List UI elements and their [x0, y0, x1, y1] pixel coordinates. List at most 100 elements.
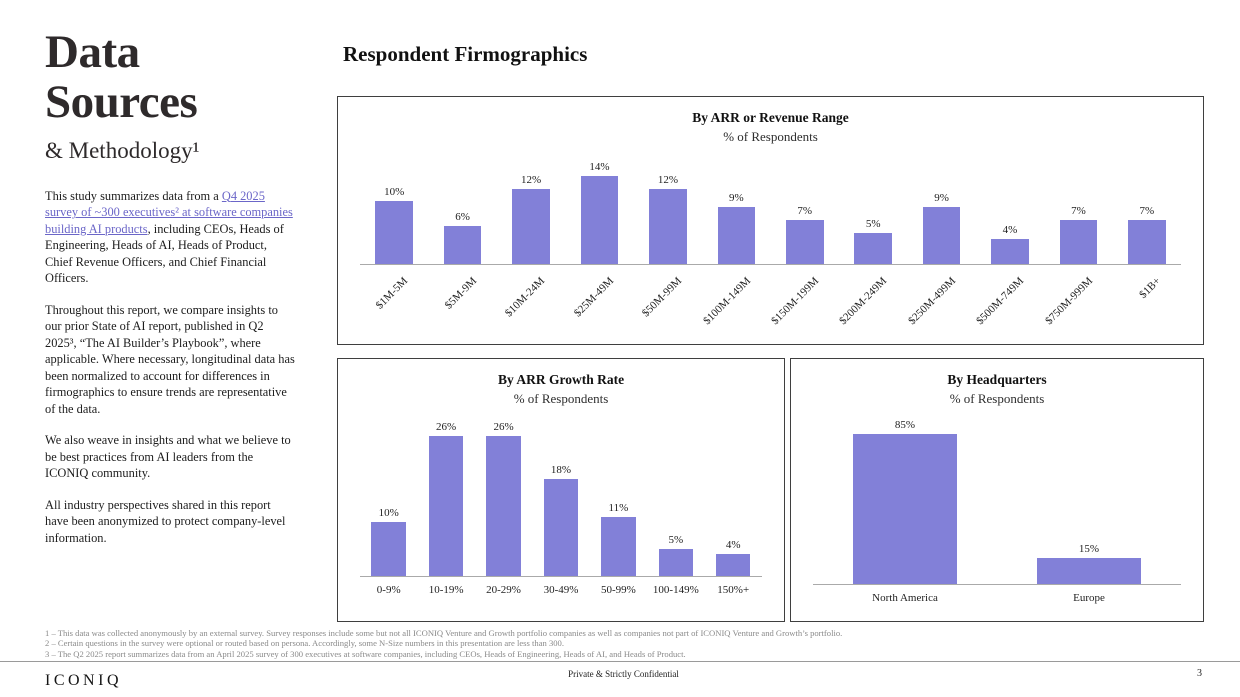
page-number: 3 [1197, 668, 1202, 679]
chart-title: By ARR Growth Rate [497, 372, 625, 387]
bar-value-label: 7% [1139, 205, 1155, 217]
chart-column: 5% [839, 151, 907, 264]
survey-link-text[interactable]: Q4 2025 survey of ~300 executives² at so… [45, 188, 293, 236]
chart-arr-revenue-range: By ARR or Revenue Range % of Respondents… [337, 96, 1204, 345]
chart-column: 7% [771, 151, 839, 264]
sidebar: Data Sources & Methodology¹ This study s… [45, 26, 297, 546]
chart-column: 85% [813, 413, 997, 584]
x-axis-labels: 0-9% 10-19% 20-29% 30-49% 50-99% 100-149% 150%… [360, 577, 762, 596]
bar [486, 436, 521, 576]
x-axis-label: $25M-49M [571, 275, 616, 320]
x-axis-label: $250M-499M [905, 275, 959, 328]
chart-column: 7% [1044, 151, 1112, 264]
footer: ICONIQ Private & Strictly Confidential 3 [45, 664, 1202, 692]
bar-value-label: 15% [1078, 542, 1100, 555]
x-axis-label: $5M-9M [442, 275, 480, 312]
iconiq-logo: ICONIQ [45, 672, 122, 689]
bar [543, 479, 579, 576]
bar-value-label: 26% [436, 421, 457, 433]
x-axis-label: $200M-249M [837, 275, 890, 328]
chart-title: By Headquarters [947, 372, 1047, 387]
bar [580, 176, 619, 264]
anonymity-paragraph: All industry perspectives shared in this… [45, 497, 286, 545]
intro-paragraph-suffix: , including CEOs, Heads of Engineering, … [45, 221, 284, 286]
bar-value-label: 85% [894, 419, 916, 431]
x-axis-label: $10M-24M [503, 275, 548, 320]
page-title: Data Sources [45, 26, 297, 128]
chart-title: By ARR or Revenue Range [692, 110, 849, 125]
chart-column: 4% [705, 413, 762, 576]
chart-column: 12% [634, 151, 702, 264]
bar [991, 238, 1029, 264]
chart-subtitle: % of Respondents [723, 129, 818, 144]
chart-column: 9% [702, 151, 770, 264]
chart-subtitle: % of Respondents [513, 391, 609, 406]
bar [375, 201, 414, 264]
x-axis-labels: $1M-5M $5M-9M $10M-24M $25M-49M $50M-99M $100… [360, 265, 1181, 337]
intro-paragraph-prefix: This study summarizes data from a [45, 188, 222, 203]
chart-column: 4% [976, 151, 1044, 264]
bar-value-label: 4% [1002, 223, 1018, 236]
page-subtitle: & Methodology¹ [45, 137, 200, 163]
x-axis-label: 100-149% [652, 584, 699, 596]
bar-plot: 10% 6% 12% 14% 12% 9% 7% 5% 9% 4% 7% 7% [360, 151, 1181, 265]
bar-value-label: 11% [608, 501, 629, 514]
x-axis-label: North America [872, 592, 938, 604]
chart-column: 6% [428, 151, 496, 264]
bar-value-label: 5% [865, 217, 881, 230]
bar-value-label: 10% [384, 186, 405, 199]
bar [601, 516, 636, 576]
bar-value-label: 7% [797, 205, 813, 217]
bar-value-label: 26% [493, 421, 514, 433]
bar-value-label: 9% [934, 192, 949, 205]
chart-column: 26% [475, 413, 532, 576]
bar [1128, 220, 1166, 264]
x-axis-label: 0-9% [376, 584, 401, 596]
community-paragraph: We also weave in insights and what we be… [45, 433, 291, 481]
chart-column: 11% [590, 413, 647, 576]
x-axis-label: Europe [1073, 592, 1105, 604]
x-axis-label: 150%+ [717, 584, 750, 596]
x-axis-label: $1M-5M [374, 275, 411, 312]
bar-value-label: 10% [378, 507, 399, 520]
footnote-2: 2 – Certain questions in the survey were… [45, 638, 565, 649]
bar [1037, 557, 1141, 584]
x-axis-label: $50M-99M [640, 275, 685, 320]
bar [428, 436, 464, 576]
chart-column: 5% [647, 413, 704, 576]
chart-column: 15% [997, 413, 1181, 584]
footnote-1: 1 – This data was collected anonymously … [45, 628, 843, 638]
footnotes: 1 – This data was collected anonymously … [45, 628, 1203, 659]
bar [785, 220, 824, 264]
page-title-line2: Sources [45, 75, 198, 128]
page-title-line1: Data [45, 26, 140, 78]
bar-plot: 10% 26% 26% 18% 11% 5% 4% [360, 413, 762, 577]
chart-column: 18% [532, 413, 589, 576]
section-header: Respondent Firmographics [343, 42, 588, 66]
chart-column: 12% [497, 151, 565, 264]
x-axis-label: $500M-749M [974, 275, 1027, 328]
confidentiality-notice: Private & Strictly Confidential [568, 669, 679, 679]
bar-plot: 85% 15% [813, 413, 1181, 585]
bar-value-label: 12% [657, 173, 678, 186]
x-axis-label: $150M-199M [769, 275, 822, 328]
bar-value-label: 6% [455, 211, 470, 224]
bar-value-label: 5% [668, 534, 684, 547]
bar-value-label: 18% [550, 464, 572, 477]
bar [716, 554, 751, 576]
x-axis-label: $100M-149M [700, 275, 753, 328]
bar-value-label: 7% [1071, 205, 1086, 217]
chart-column: 26% [417, 413, 474, 576]
chart-column: 9% [907, 151, 975, 264]
x-axis-label: 20-29% [486, 584, 521, 596]
bar [1059, 220, 1098, 264]
methodology-paragraph: Throughout this report, we compare insig… [45, 302, 295, 416]
bar-value-label: 4% [725, 539, 741, 552]
x-axis-labels: North America Europe [813, 585, 1181, 604]
bar [512, 188, 550, 264]
chart-column: 7% [1113, 151, 1181, 264]
chart-headquarters: By Headquarters % of Respondents 85% 15% … [790, 358, 1204, 622]
bar [717, 207, 756, 264]
x-axis-label: 50-99% [600, 584, 636, 596]
footer-divider [0, 661, 1240, 662]
